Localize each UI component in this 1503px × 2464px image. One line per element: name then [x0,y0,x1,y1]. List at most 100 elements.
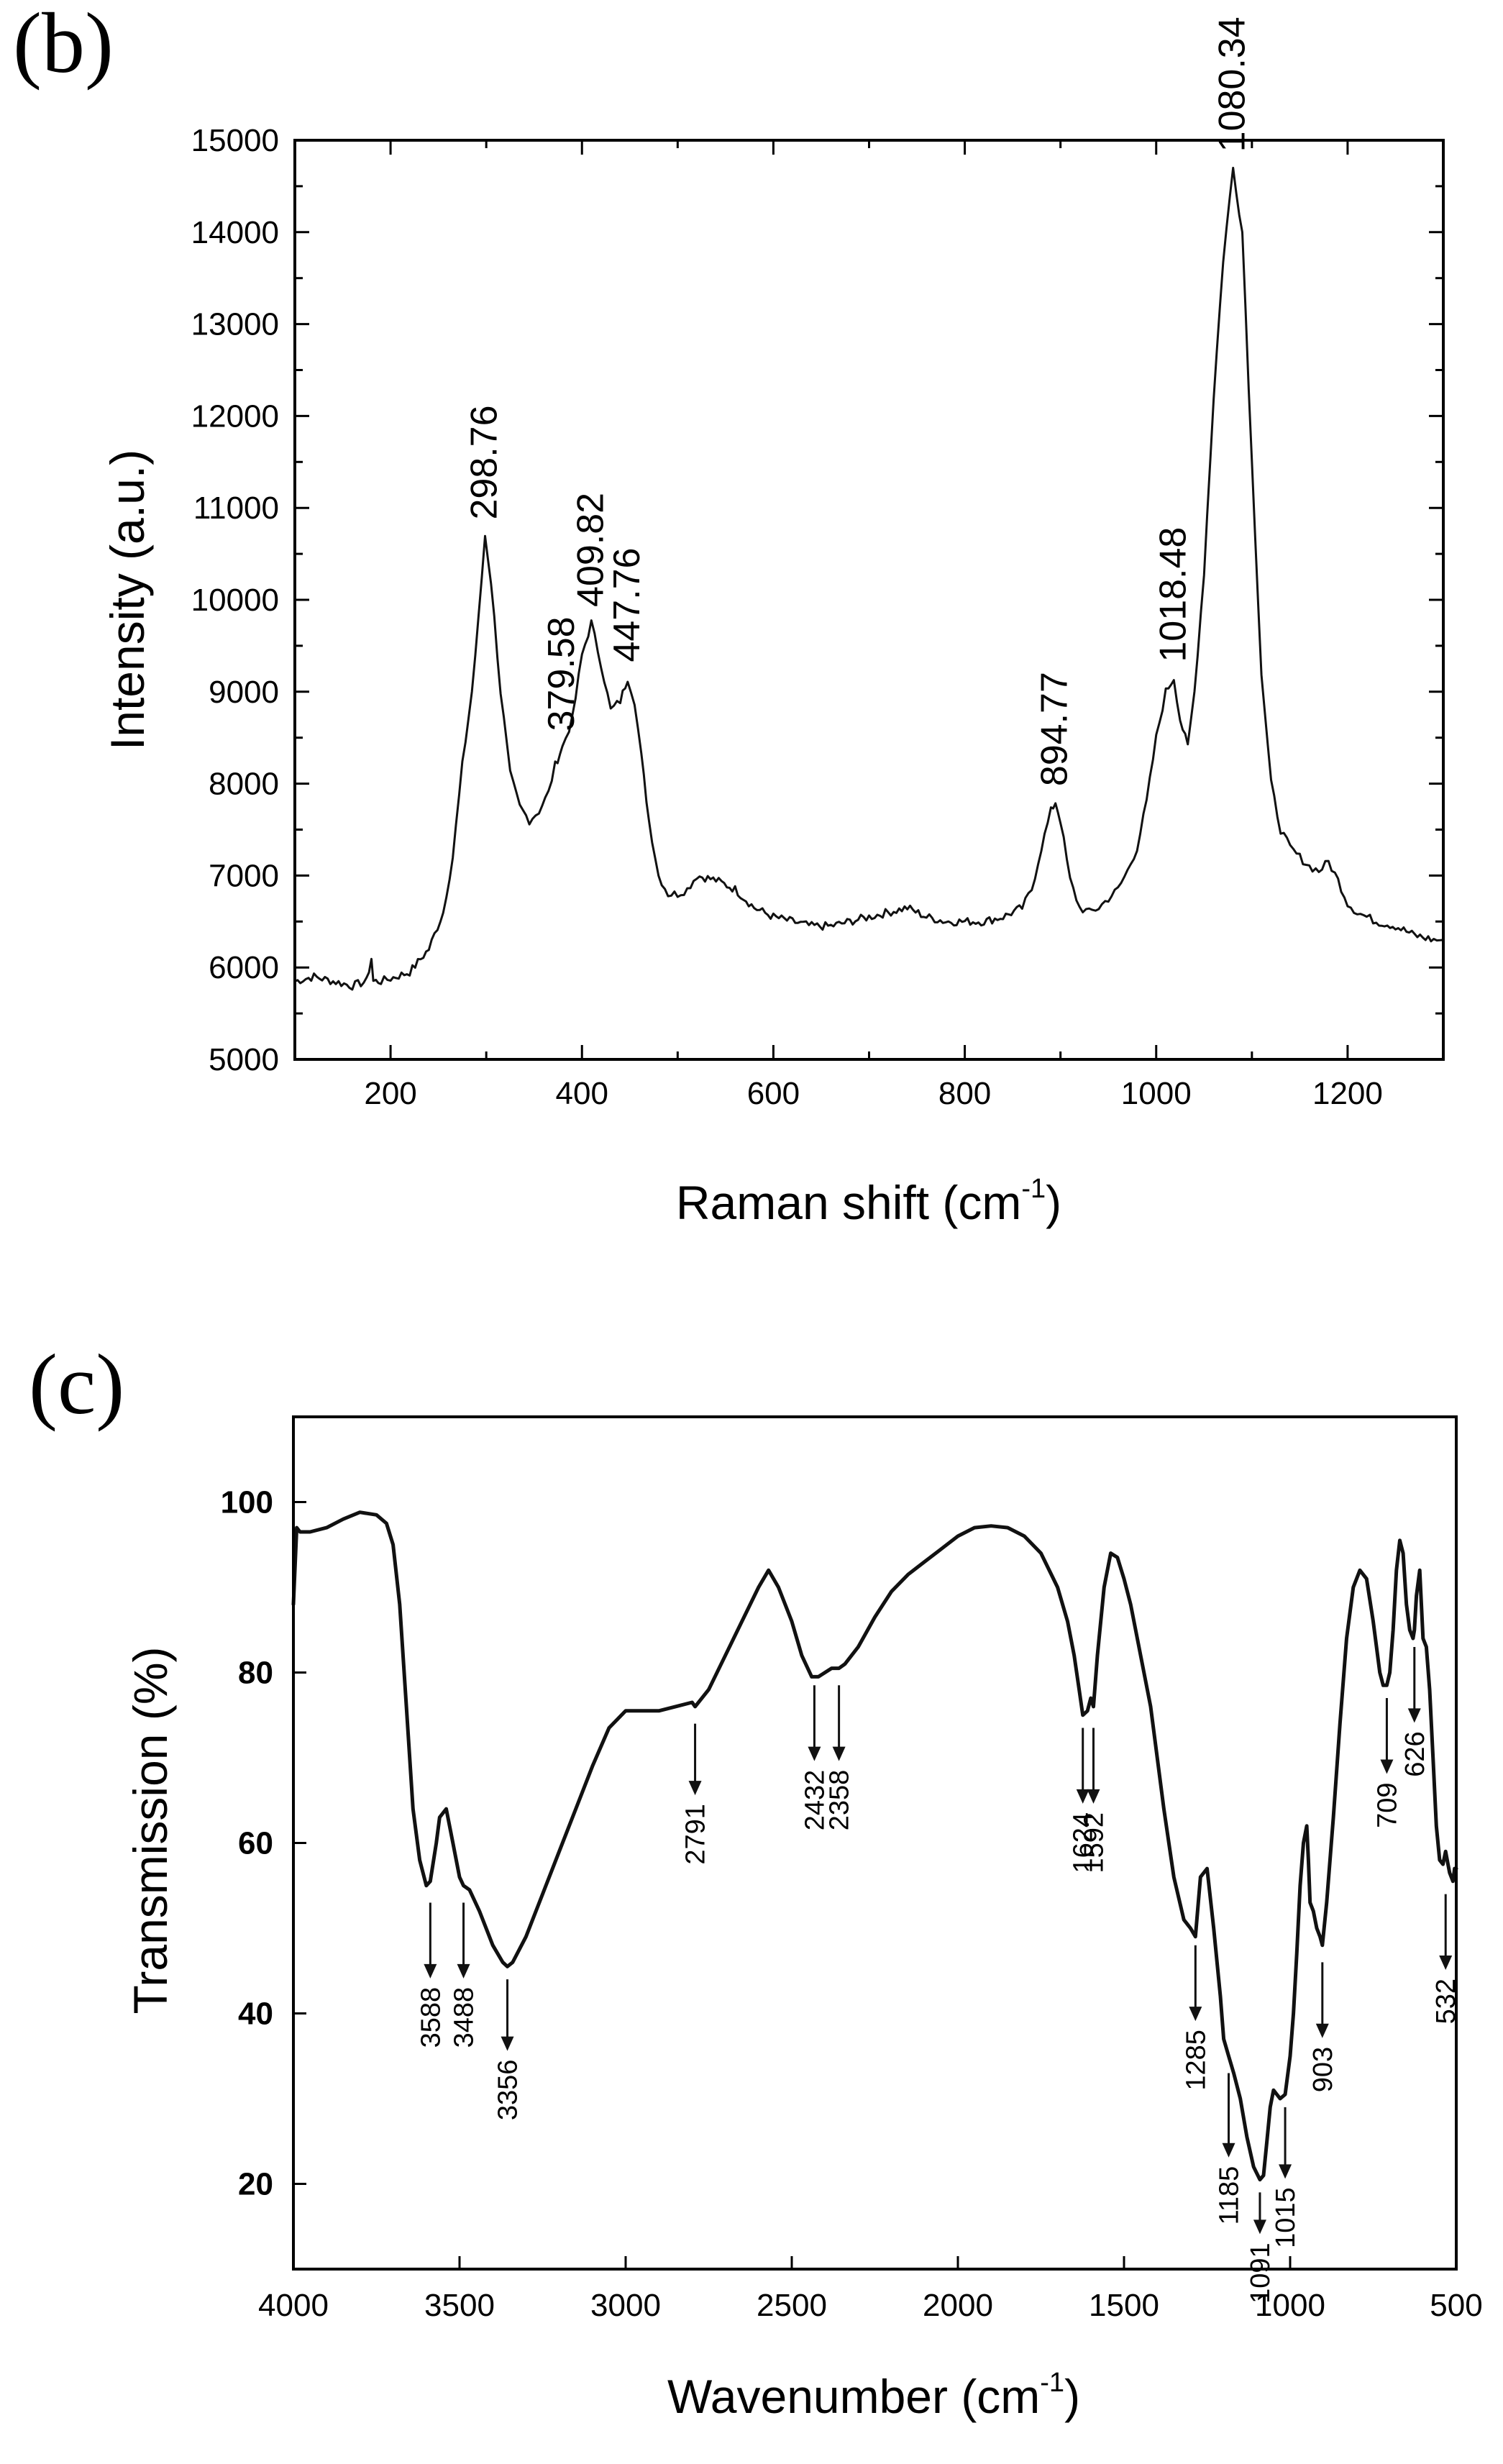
raman-peak-label-298-76: 298.76 [464,405,506,519]
raman-panel: (b) 5000 6000 7000 8000 9000 10000 11000 12000 1… [13,0,1445,1229]
raman-peak-label-379-58: 379.58 [541,616,583,731]
raman-peak-label-1018-48: 1018.48 [1152,527,1194,662]
ftir-y-tick-labels: 20 40 60 80 100 [221,1485,273,2202]
raman-ticks [293,139,1445,1061]
ftir-y-tick-label-40: 40 [238,1997,273,2032]
ftir-peak-label-1285: 1285 [1181,2030,1211,2091]
raman-y-tick-label-10000: 10000 [191,583,279,618]
ftir-spectrum-line [291,1510,1458,2182]
raman-peak-label-409-82: 409.82 [570,493,611,607]
ftir-annotation-2791: 2791 [681,1723,711,1865]
raman-x-tick-label-600: 600 [747,1076,800,1111]
raman-x-tick-label-1200: 1200 [1312,1076,1383,1111]
ftir-peak-label-709: 709 [1372,1782,1402,1828]
ftir-arrow-head [1189,2007,1202,2022]
raman-y-tick-label-9000: 9000 [209,675,279,710]
ftir-y-axis-title: Transmission (%) [124,1647,177,2014]
ftir-arrow-head [1279,2164,1292,2179]
raman-y-tick-label-15000: 15000 [191,123,279,158]
raman-x-tick-label-200: 200 [364,1076,416,1111]
ftir-annotation-626: 626 [1400,1646,1430,1777]
raman-x-axis-title: Raman shift (cm-1) [676,1174,1061,1229]
ftir-arrow-head [1439,1956,1453,1970]
ftir-peak-label-1091: 1091 [1246,2242,1276,2304]
ftir-annotation-903: 903 [1308,1962,1338,2092]
ftir-peak-label-2432: 2432 [800,1770,830,1831]
raman-spectrum-line [293,166,1445,991]
raman-y-tick-label-12000: 12000 [191,398,279,434]
ftir-x-axis-title-end: ) [1064,2370,1080,2423]
ftir-arrow-head [457,1963,470,1979]
ftir-x-axis-title-sup: -1 [1040,2368,1064,2398]
ftir-peak-label-1185: 1185 [1215,2166,1245,2225]
raman-x-axis-title-main: Raman shift (cm [676,1176,1021,1229]
ftir-annotation-1592: 1592 [1079,1728,1109,1874]
ftir-x-tick-label-2500: 2500 [757,2288,827,2323]
ftir-arrow-head [1253,2219,1266,2235]
ftir-annotation-1185: 1185 [1215,2073,1245,2225]
raman-plot-frame [293,139,1445,1061]
ftir-arrow-head [424,1963,437,1979]
ftir-annotation-2432: 2432 [800,1685,830,1830]
ftir-annotation-1624: 1624 [1069,1728,1099,1874]
ftir-x-tick-labels: 4000 3500 3000 2500 2000 1500 1000 500 [258,2288,1483,2323]
ftir-x-tick-label-1000: 1000 [1255,2288,1325,2323]
raman-x-axis-title-end: ) [1046,1176,1061,1229]
raman-panel-label: (b) [13,0,114,91]
raman-y-tick-label-13000: 13000 [191,307,279,342]
ftir-arrow-head [808,1746,821,1761]
ftir-panel-label: (c) [29,1336,124,1432]
raman-x-axis-title-sup: -1 [1021,1174,1046,1204]
ftir-x-tick-label-2000: 2000 [923,2288,993,2323]
ftir-arrow-head [1087,1789,1100,1804]
raman-peak-label-1080-34: 1080.34 [1212,17,1253,152]
ftir-peak-label-1592: 1592 [1079,1812,1109,1874]
raman-peak-label-894-77: 894.77 [1034,672,1076,786]
ftir-arrow-head [501,2036,514,2051]
raman-y-axis-title: Intensity (a.u.) [101,450,154,750]
ftir-arrow-head [688,1781,702,1796]
ftir-peak-label-3488: 3488 [449,1987,480,2048]
ftir-y-tick-label-80: 80 [238,1656,273,1691]
ftir-y-tick-label-20: 20 [238,2167,273,2202]
raman-x-tick-labels: 200 400 600 800 1000 1200 [364,1076,1382,1111]
ftir-peak-label-1624: 1624 [1069,1812,1099,1874]
ftir-arrow-head [1315,2023,1329,2038]
ftir-peak-label-2358: 2358 [825,1770,855,1831]
ftir-annotation-3588: 3588 [416,1902,446,2048]
ftir-panel: (c) 20 40 60 80 100 4000 3500 3000 2500 2000 1500… [29,1336,1483,2423]
ftir-peak-label-626: 626 [1400,1731,1430,1776]
raman-y-tick-labels: 5000 6000 7000 8000 9000 10000 11000 12000 13000… [191,123,279,1077]
ftir-x-tick-label-500: 500 [1430,2288,1482,2323]
ftir-arrow-head [1407,1708,1421,1723]
ftir-x-tick-label-3000: 3000 [590,2288,661,2323]
ftir-annotation-1015: 1015 [1271,2107,1301,2248]
ftir-x-tick-label-4000: 4000 [258,2288,329,2323]
raman-y-tick-label-6000: 6000 [209,950,279,985]
raman-x-tick-label-400: 400 [556,1076,608,1111]
ftir-arrow-head [1222,2143,1235,2158]
raman-x-tick-label-1000: 1000 [1121,1076,1192,1111]
ftir-arrow-head [832,1746,846,1761]
ftir-plot-frame [292,1415,1458,2271]
ftir-peak-label-903: 903 [1308,2047,1338,2092]
ftir-arrow-head [1380,1759,1394,1774]
ftir-arrow-head [1076,1789,1089,1804]
ftir-peak-label-3588: 3588 [416,1987,446,2048]
ftir-peak-label-2791: 2791 [681,1804,711,1865]
ftir-peak-label-1015: 1015 [1271,2187,1301,2248]
ftir-annotation-3356: 3356 [493,1979,524,2120]
ftir-annotation-2358: 2358 [825,1685,855,1830]
raman-x-tick-label-800: 800 [938,1076,991,1111]
ftir-peak-label-3356: 3356 [493,2060,524,2121]
raman-y-tick-label-14000: 14000 [191,215,279,250]
ftir-x-axis-title: Wavenumber (cm-1) [667,2368,1080,2423]
raman-y-tick-label-7000: 7000 [209,858,279,893]
ftir-y-tick-label-100: 100 [221,1485,273,1520]
raman-y-tick-label-8000: 8000 [209,767,279,802]
raman-y-tick-label-11000: 11000 [193,490,279,526]
